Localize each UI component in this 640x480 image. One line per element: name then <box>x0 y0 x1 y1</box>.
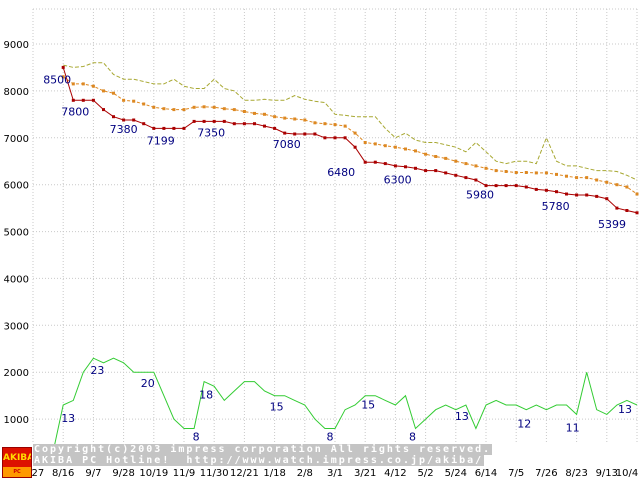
svg-text:9/28: 9/28 <box>112 468 134 479</box>
svg-text:1/18: 1/18 <box>263 468 285 479</box>
svg-text:8/16: 8/16 <box>52 468 74 479</box>
point-label: 20 <box>141 377 155 390</box>
svg-text:9/7: 9/7 <box>85 468 101 479</box>
svg-text:12/21: 12/21 <box>230 468 259 479</box>
svg-text:3/1: 3/1 <box>327 468 343 479</box>
svg-text:6/14: 6/14 <box>475 468 497 479</box>
point-label: 8 <box>409 431 416 444</box>
point-label: 5980 <box>466 189 494 202</box>
svg-text:4000: 4000 <box>4 274 29 285</box>
svg-text:11/9: 11/9 <box>173 468 195 479</box>
svg-text:2/8: 2/8 <box>297 468 313 479</box>
point-label: 8500 <box>43 73 71 86</box>
svg-text:3/21: 3/21 <box>354 468 376 479</box>
akiba-logo-title: AKIBA <box>3 448 31 467</box>
svg-text:7/26: 7/26 <box>535 468 557 479</box>
svg-text:5/24: 5/24 <box>445 468 467 479</box>
point-label: 13 <box>455 410 469 423</box>
svg-text:8/23: 8/23 <box>565 468 587 479</box>
point-label: 11 <box>566 421 580 434</box>
site-url-text: AKIBA PC Hotline! http://www.watch.impre… <box>33 455 485 466</box>
highest-price-line <box>63 62 638 181</box>
point-label: 23 <box>90 364 104 377</box>
svg-text:10/4: 10/4 <box>616 468 638 479</box>
point-label: 8 <box>193 431 200 444</box>
point-label: 7350 <box>197 126 225 139</box>
svg-text:7/5: 7/5 <box>508 468 524 479</box>
svg-text:1000: 1000 <box>4 415 29 426</box>
point-label: 13 <box>61 412 75 425</box>
point-label: 6480 <box>327 166 355 179</box>
point-label: 5399 <box>598 218 626 231</box>
point-label: 5780 <box>542 200 570 213</box>
average-price-line <box>62 76 638 195</box>
point-label: 18 <box>199 389 213 402</box>
akiba-logo: AKIBA PC Hotline! <box>2 447 32 478</box>
copyright-text: Copyright(c)2003 impress corporation All… <box>33 444 493 455</box>
svg-text:9/13: 9/13 <box>596 468 618 479</box>
svg-text:10/19: 10/19 <box>139 468 168 479</box>
svg-text:9000: 9000 <box>4 40 29 51</box>
svg-text:7000: 7000 <box>4 134 29 145</box>
svg-text:11/30: 11/30 <box>200 468 229 479</box>
point-label: 7199 <box>147 134 175 147</box>
lowest-price-line <box>62 67 638 214</box>
svg-text:5000: 5000 <box>4 228 29 239</box>
point-label: 7800 <box>61 105 89 118</box>
svg-text:3000: 3000 <box>4 321 29 332</box>
point-label: 13 <box>618 403 632 416</box>
point-label: 7380 <box>110 123 138 136</box>
shop-count-line <box>33 357 638 453</box>
point-label: 8 <box>327 431 334 444</box>
point-label: 15 <box>270 401 284 414</box>
point-label: 7080 <box>273 138 301 151</box>
point-label: 15 <box>361 399 375 412</box>
svg-text:5/2: 5/2 <box>418 468 434 479</box>
akiba-logo-subtitle: PC Hotline! <box>3 467 31 477</box>
svg-text:7/27: 7/27 <box>22 468 44 479</box>
svg-text:2000: 2000 <box>4 368 29 379</box>
point-label: 6300 <box>384 174 412 187</box>
svg-text:6000: 6000 <box>4 181 29 192</box>
svg-text:4/12: 4/12 <box>384 468 406 479</box>
point-label: 12 <box>517 418 531 431</box>
svg-text:8000: 8000 <box>4 87 29 98</box>
